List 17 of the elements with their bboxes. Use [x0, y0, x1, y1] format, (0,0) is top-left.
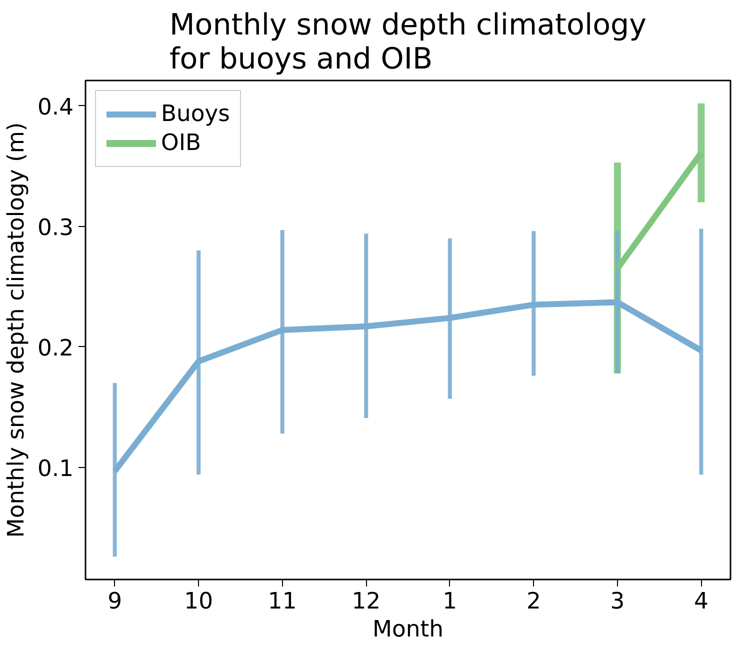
x-axis-title: Month — [372, 616, 444, 642]
x-tick-label: 12 — [352, 588, 381, 614]
y-tick-label: 0.4 — [37, 94, 74, 120]
x-tick-label: 10 — [184, 588, 214, 614]
x-tick-label: 11 — [268, 588, 297, 614]
y-tick-label: 0.3 — [37, 214, 74, 241]
x-tick-label: 1 — [442, 588, 458, 614]
y-axis-title: Monthly snow depth climatology (m) — [3, 122, 30, 538]
x-tick-label: 3 — [610, 588, 625, 614]
x-tick-label: 4 — [694, 588, 708, 614]
legend-label: OIB — [161, 130, 202, 156]
legend-label: Buoys — [161, 101, 230, 127]
y-tick-label: 0.1 — [37, 456, 74, 482]
chart-title: Monthly snow depth climatology for buoys and OIB — [169, 8, 647, 76]
x-tick-label: 9 — [108, 588, 122, 614]
x-tick-label: 2 — [526, 588, 541, 614]
y-tick-label: 0.2 — [37, 335, 74, 362]
